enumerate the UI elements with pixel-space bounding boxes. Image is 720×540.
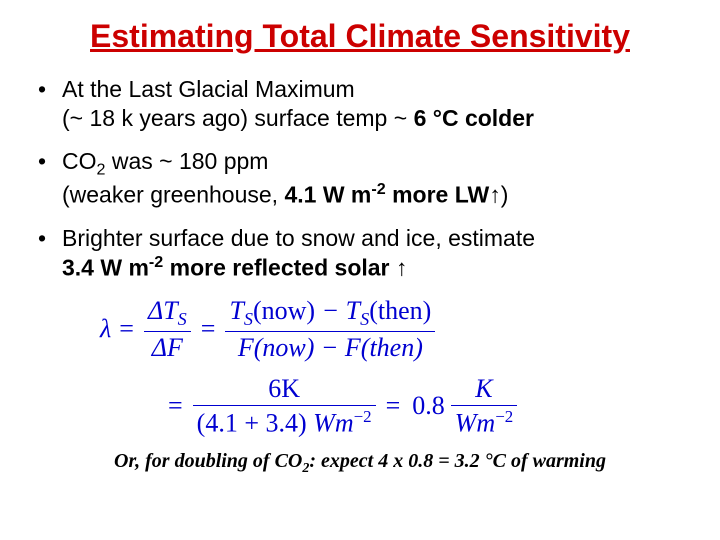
b2-bold-a: 4.1 W m	[284, 182, 371, 208]
bullet-list: At the Last Glacial Maximum (~ 18 k year…	[30, 75, 690, 283]
ts-then: T	[346, 296, 360, 325]
den-sup: −2	[354, 407, 372, 426]
b1-line2a: (~ 18 k years ago) surface temp ~	[62, 105, 414, 131]
up-arrow-icon: ↑	[396, 255, 408, 281]
b1-line1: At the Last Glacial Maximum	[62, 76, 355, 102]
f-now: F(now)	[238, 333, 315, 362]
b2-co: CO	[62, 148, 97, 174]
den2-sup: −2	[495, 407, 513, 426]
b3-bold-b: more reflected solar	[163, 255, 396, 281]
paren-now: (now)	[253, 296, 315, 325]
frac-dts-df: ΔTS ΔF	[144, 297, 191, 363]
dts-sub: S	[178, 309, 187, 329]
b2-bold-sup: -2	[371, 180, 385, 198]
val-08: 0.8	[412, 392, 445, 421]
paren-then: (then)	[369, 296, 431, 325]
bullet-1: At the Last Glacial Maximum (~ 18 k year…	[38, 75, 690, 133]
num-6k: 6K	[268, 374, 300, 403]
footer-pre: Or, for doubling of CO	[114, 450, 302, 472]
den2-wm: Wm	[455, 409, 495, 438]
equals-3: =	[168, 392, 183, 421]
den-wm: Wm	[313, 409, 353, 438]
footer-mid: : expect 4 x 0.8 =	[309, 450, 454, 472]
frac-kwm: K Wm−2	[451, 375, 517, 439]
equation-row-2: = 6K (4.1 + 3.4) Wm−2 = 0.8 K Wm−2	[160, 375, 690, 439]
up-arrow-icon: ↑	[489, 182, 501, 208]
dts: ΔT	[148, 296, 178, 325]
equals-1: =	[119, 315, 134, 344]
b2-close: )	[501, 182, 509, 208]
frac-6k: 6K (4.1 + 3.4) Wm−2	[193, 375, 376, 439]
equals-4: =	[386, 392, 401, 421]
b2-rest: was ~ 180 ppm	[105, 148, 268, 174]
bullet-2: CO2 was ~ 180 ppm (weaker greenhouse, 4.…	[38, 147, 690, 210]
page-title: Estimating Total Climate Sensitivity	[30, 18, 690, 55]
ts-now-sub: S	[244, 309, 253, 329]
frac-nowthen: TS(now) − TS(then) F(now) − F(then)	[225, 297, 435, 363]
lambda-symbol: λ	[100, 315, 111, 344]
f-then: F(then)	[345, 333, 423, 362]
b1-bold: 6 °C colder	[414, 105, 534, 131]
footer-bold: 3.2 °C of warming	[455, 450, 606, 472]
minus-1: −	[315, 296, 346, 325]
den-sum: (4.1 + 3.4)	[197, 409, 313, 438]
minus-2: −	[314, 333, 345, 362]
df: ΔF	[144, 332, 191, 363]
ts-then-sub: S	[360, 309, 369, 329]
footer-line: Or, for doubling of CO2: expect 4 x 0.8 …	[30, 450, 690, 477]
equation-row-1: λ = ΔTS ΔF = TS(now) − TS(then) F(now) −…	[100, 297, 690, 363]
ts-now-a: T	[229, 296, 243, 325]
b2-l2a: (weaker greenhouse,	[62, 182, 284, 208]
equals-2: =	[201, 315, 216, 344]
b3-bold-sup: -2	[149, 253, 163, 271]
equation-block: λ = ΔTS ΔF = TS(now) − TS(then) F(now) −…	[100, 297, 690, 439]
bullet-3: Brighter surface due to snow and ice, es…	[38, 224, 690, 283]
b2-bold-b: more LW	[386, 182, 490, 208]
b3-bold-a: 3.4 W m	[62, 255, 149, 281]
num-k: K	[451, 375, 517, 407]
b3-l1: Brighter surface due to snow and ice, es…	[62, 225, 535, 251]
